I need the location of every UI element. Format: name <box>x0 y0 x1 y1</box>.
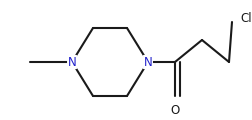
Text: N: N <box>143 55 152 69</box>
Text: O: O <box>170 104 179 117</box>
Text: N: N <box>67 55 76 69</box>
Text: Cl: Cl <box>239 12 251 24</box>
